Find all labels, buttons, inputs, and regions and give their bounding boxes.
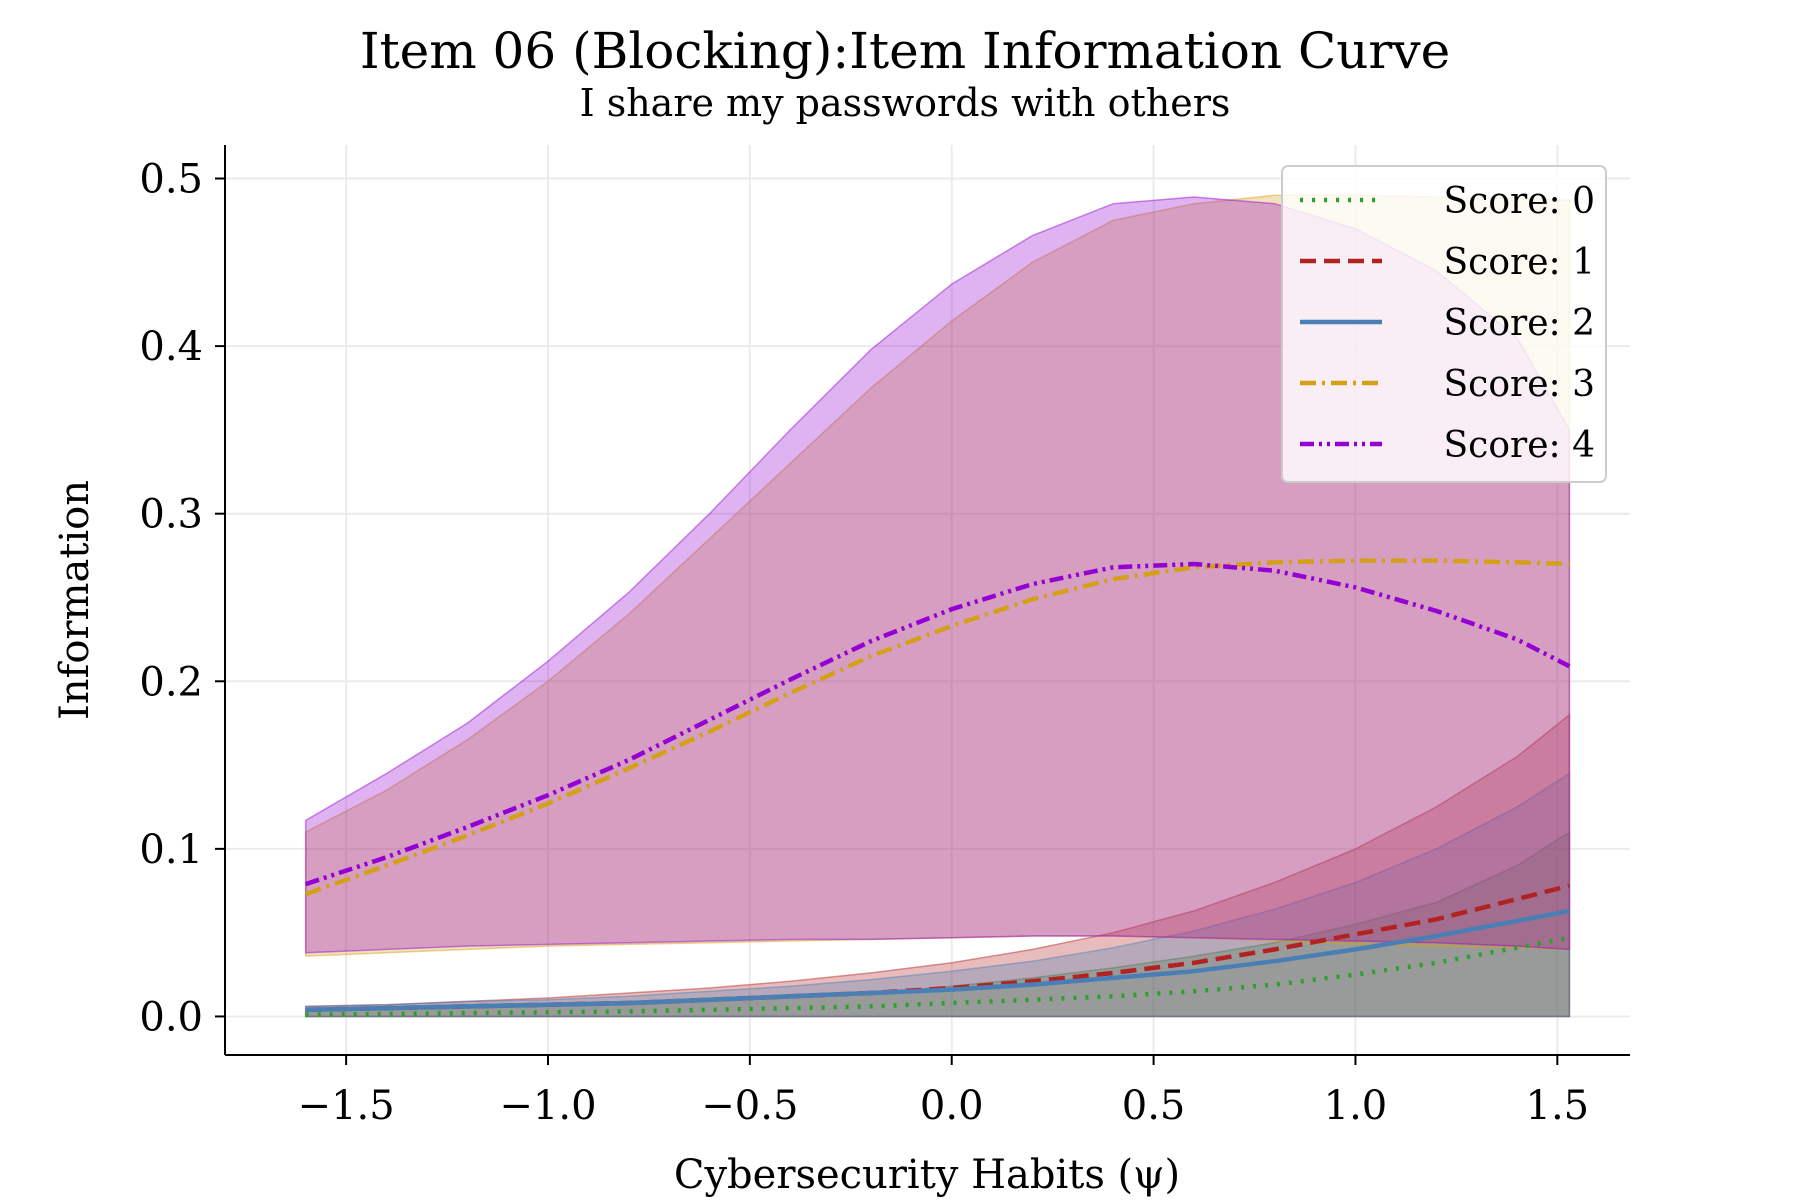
y-tick-label: 0.2 <box>139 659 203 705</box>
x-axis-label: Cybersecurity Habits (ψ) <box>674 1152 1180 1198</box>
y-tick-label: 0.1 <box>139 827 203 873</box>
confidence-bands <box>304 194 1571 1018</box>
legend-label-score-3: Score: 3 <box>1444 364 1596 405</box>
x-tick-label: 0.5 <box>1122 1083 1186 1129</box>
line-score-2 <box>305 908 1570 1013</box>
ticks: −1.5 −1.0 −0.5 0.0 0.5 1.0 1.5 0.0 0.1 0.2 0.3 0.4 0… <box>139 157 1589 1129</box>
band-score-2 <box>304 772 1571 1018</box>
y-tick-label: 0.5 <box>139 157 203 203</box>
chart-title: Item 06 (Blocking):Item Information Curv… <box>360 22 1450 80</box>
y-tick-label: 0.0 <box>139 994 203 1040</box>
line-score-1 <box>305 883 1570 1013</box>
y-tick-label: 0.4 <box>139 324 203 370</box>
x-tick-label: −1.5 <box>298 1083 395 1129</box>
axes <box>224 145 1630 1056</box>
x-tick-label: 1.0 <box>1324 1083 1388 1129</box>
legend-label-score-0: Score: 0 <box>1444 181 1596 222</box>
line-score-3 <box>304 558 1570 897</box>
legend-label-score-2: Score: 2 <box>1444 303 1596 344</box>
series-lines <box>304 558 1571 1018</box>
line-score-4 <box>304 561 1571 887</box>
legend-box <box>1281 165 1607 483</box>
y-axis-label: Information <box>52 480 98 720</box>
band-score-3 <box>304 194 1571 957</box>
legend: Score: 0 Score: 1 Score: 2 Score: 3 Score: 4 <box>1281 165 1607 483</box>
x-tick-label: −1.0 <box>499 1083 596 1129</box>
y-tick-label: 0.3 <box>139 492 203 538</box>
x-tick-label: 1.5 <box>1526 1083 1590 1129</box>
chart-subtitle: I share my passwords with others <box>580 81 1231 125</box>
x-tick-label: 0.0 <box>920 1083 984 1129</box>
legend-label-score-4: Score: 4 <box>1444 425 1596 466</box>
band-score-4 <box>304 196 1571 954</box>
band-score-1 <box>304 713 1571 1018</box>
legend-label-score-1: Score: 1 <box>1444 242 1596 283</box>
x-tick-label: −0.5 <box>701 1083 798 1129</box>
